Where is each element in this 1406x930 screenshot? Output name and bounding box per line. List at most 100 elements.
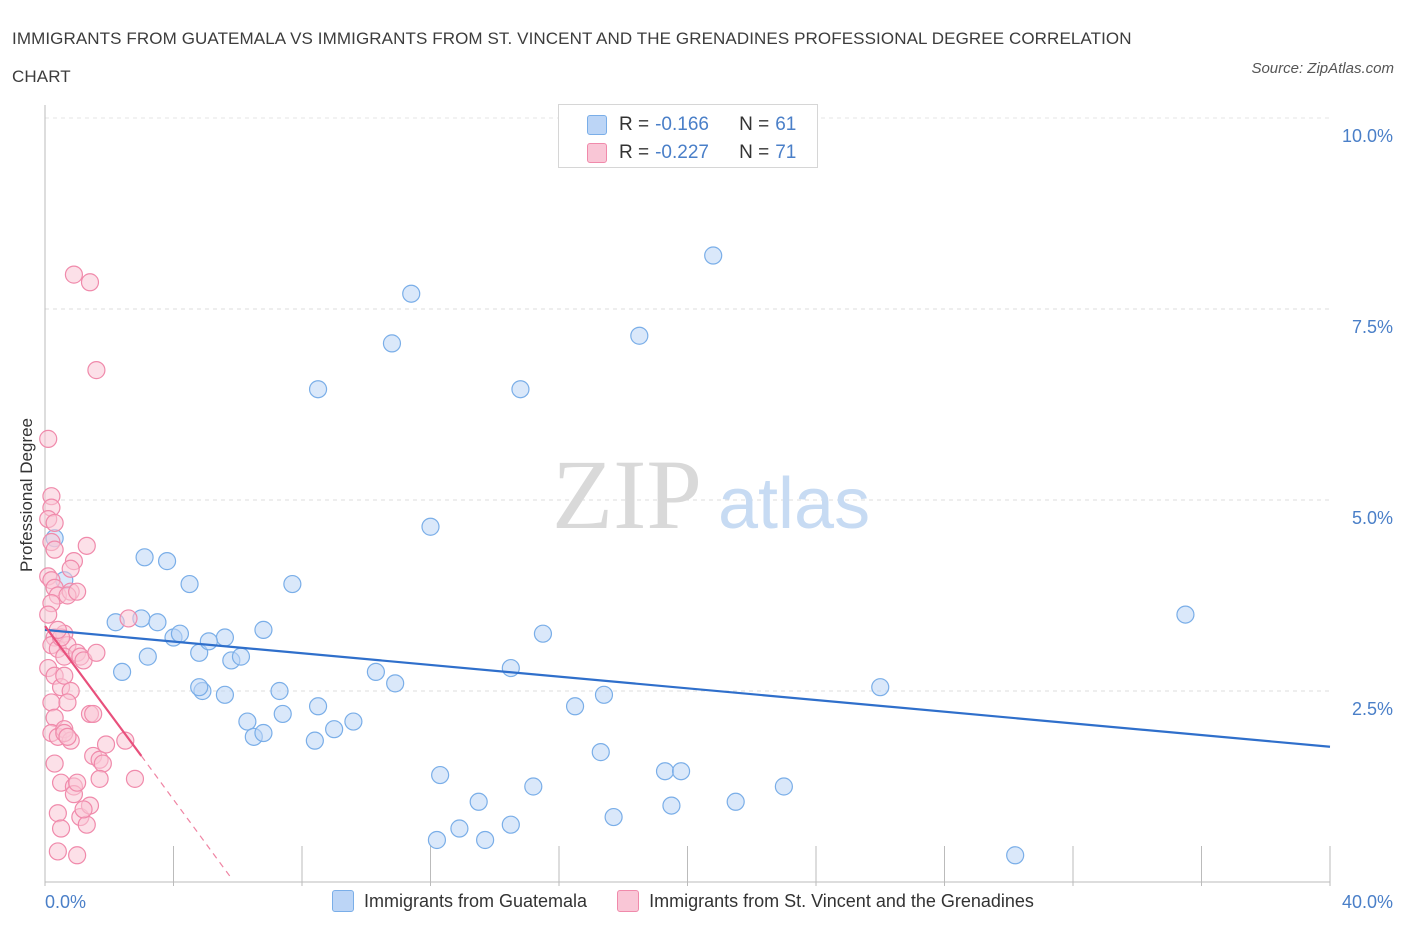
legend-item-st-vincent[interactable]: Immigrants from St. Vincent and the Gren… xyxy=(617,890,1034,912)
point-guatemala xyxy=(325,720,344,739)
legend-r-label: R = xyxy=(619,142,650,163)
watermark-atlas: atlas xyxy=(718,464,870,544)
x-tick-label: 0.0% xyxy=(45,892,86,912)
chart-title: IMMIGRANTS FROM GUATEMALA VS IMMIGRANTS … xyxy=(12,29,1132,86)
legend-n-label: N = xyxy=(739,114,770,135)
point-st-vincent xyxy=(61,559,80,578)
point-guatemala xyxy=(254,723,273,743)
point-st-vincent xyxy=(90,769,109,788)
point-st-vincent xyxy=(48,804,67,823)
point-st-vincent xyxy=(84,704,103,724)
point-guatemala xyxy=(476,830,495,850)
y-tick-label: 7.5% xyxy=(1352,317,1393,337)
point-guatemala xyxy=(283,574,302,594)
point-guatemala xyxy=(148,613,167,632)
point-guatemala xyxy=(704,246,723,265)
point-guatemala xyxy=(774,777,793,796)
point-guatemala xyxy=(231,647,251,666)
point-guatemala xyxy=(138,647,157,666)
series-legend: Immigrants from Guatemala Immigrants fro… xyxy=(332,890,1064,912)
y-axis-label: Professional Degree xyxy=(17,418,36,572)
point-guatemala xyxy=(655,762,675,781)
point-st-vincent xyxy=(45,754,64,773)
point-st-vincent xyxy=(58,693,77,712)
point-guatemala xyxy=(215,685,234,704)
point-guatemala xyxy=(450,819,469,838)
point-guatemala xyxy=(366,662,385,682)
point-st-vincent xyxy=(74,800,93,819)
point-st-vincent xyxy=(48,842,67,861)
point-guatemala xyxy=(604,807,623,827)
point-st-vincent xyxy=(116,731,135,750)
point-st-vincent xyxy=(125,769,145,788)
watermark: ZIP atlas xyxy=(552,439,870,550)
point-guatemala xyxy=(427,830,447,850)
legend-r-value: -0.227 xyxy=(655,142,709,163)
point-guatemala xyxy=(190,678,209,697)
tick-labels: 2.5% 5.0% 7.5% 10.0% 0.0% 40.0% xyxy=(45,126,1393,912)
point-guatemala xyxy=(215,628,234,647)
point-guatemala xyxy=(533,624,553,643)
point-guatemala xyxy=(308,697,328,716)
point-guatemala xyxy=(501,658,520,678)
trend-lines xyxy=(44,625,1331,879)
legend-swatch-guatemala xyxy=(332,890,354,912)
legend-n-label: N = xyxy=(739,142,770,163)
point-st-vincent xyxy=(55,666,74,685)
legend-r-label: R = xyxy=(619,114,650,135)
point-guatemala xyxy=(270,681,289,701)
point-guatemala xyxy=(386,674,405,693)
legend-label-guatemala: Immigrants from Guatemala xyxy=(364,890,588,911)
point-guatemala xyxy=(524,777,543,796)
point-st-vincent xyxy=(58,727,77,746)
point-guatemala xyxy=(112,662,132,682)
point-guatemala xyxy=(565,697,585,716)
point-st-vincent xyxy=(45,513,64,533)
legend-row-guatemala: R = -0.166 N = 61 xyxy=(587,112,796,138)
point-guatemala xyxy=(273,704,292,724)
point-st-vincent xyxy=(87,643,106,662)
point-guatemala xyxy=(662,796,681,815)
legend-r-value: -0.166 xyxy=(655,114,709,135)
watermark-zip: ZIP xyxy=(552,439,702,550)
point-guatemala xyxy=(726,792,745,811)
point-guatemala xyxy=(594,685,614,704)
y-tick-label: 10.0% xyxy=(1342,126,1393,146)
trend-line-st-vincent xyxy=(44,625,143,757)
legend-n-value: 71 xyxy=(775,142,797,163)
point-st-vincent xyxy=(68,582,87,601)
point-guatemala xyxy=(591,743,610,762)
point-guatemala xyxy=(254,620,273,639)
point-guatemala xyxy=(511,380,530,399)
legend-n-value: 61 xyxy=(775,114,797,135)
point-guatemala xyxy=(135,548,154,567)
point-st-vincent xyxy=(80,273,100,292)
point-st-vincent xyxy=(42,693,61,712)
trend-line-st-vincent-extension xyxy=(140,755,232,879)
trend-line-guatemala xyxy=(44,628,1331,748)
y-tick-label: 5.0% xyxy=(1352,508,1393,528)
legend-swatch-st-vincent xyxy=(617,890,640,912)
point-st-vincent xyxy=(68,773,87,792)
point-guatemala xyxy=(871,678,890,697)
point-guatemala xyxy=(199,632,218,651)
legend-label-st-vincent: Immigrants from St. Vincent and the Gren… xyxy=(649,890,1034,911)
point-guatemala xyxy=(238,712,257,731)
legend-swatch-guatemala xyxy=(587,115,607,135)
grid-lines xyxy=(45,117,1330,692)
point-st-vincent xyxy=(96,735,116,754)
point-st-vincent xyxy=(68,846,87,865)
point-guatemala xyxy=(305,731,324,750)
point-guatemala xyxy=(501,815,520,834)
legend-item-guatemala[interactable]: Immigrants from Guatemala xyxy=(332,890,587,912)
point-st-vincent xyxy=(119,609,138,628)
point-guatemala xyxy=(1176,605,1195,624)
point-st-vincent xyxy=(77,536,96,555)
point-guatemala xyxy=(382,334,402,353)
source-label: Source: ZipAtlas.com xyxy=(1251,60,1394,77)
data-points xyxy=(39,246,1195,865)
point-st-vincent xyxy=(64,265,84,284)
point-guatemala xyxy=(344,712,363,731)
legend-row-st-vincent: R = -0.227 N = 71 xyxy=(587,140,796,166)
